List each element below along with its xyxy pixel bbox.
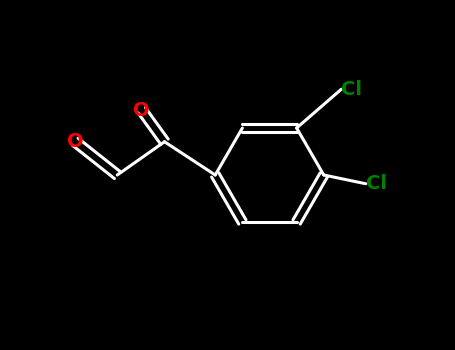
Text: Cl: Cl — [366, 174, 387, 193]
Text: O: O — [133, 101, 150, 120]
Text: O: O — [67, 132, 84, 151]
Text: Cl: Cl — [341, 80, 362, 99]
